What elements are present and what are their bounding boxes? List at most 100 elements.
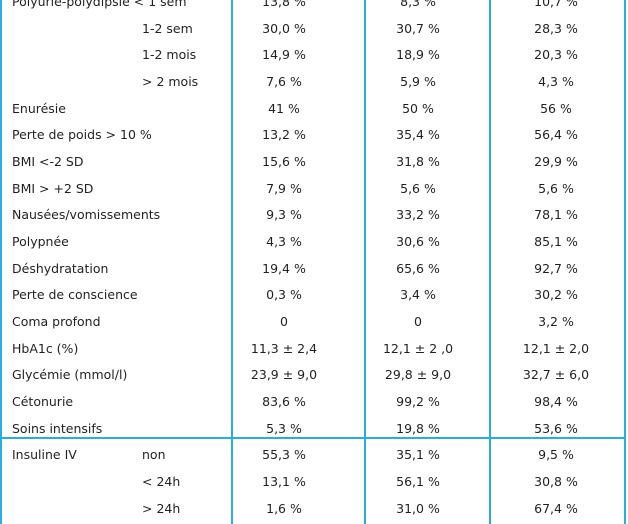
row-label: Cétonurie [12, 394, 74, 410]
table-row: Nausées/vomissements 9,3 % 33,2 % 78,1 % [0, 202, 626, 229]
row-sublabel: 1-2 mois [142, 47, 197, 63]
row-label: Glycémie (mmol/l) [12, 367, 128, 383]
row-label: Nausées/vomissements [12, 207, 161, 223]
value-col-1: 7,6 % [266, 74, 302, 90]
value-col-1: 41 % [268, 101, 300, 117]
value-col-3: 78,1 % [534, 207, 578, 223]
table-row: Perte de poids > 10 % 13,2 % 35,4 % 56,4 % [0, 122, 626, 149]
value-col-3: 56,4 % [534, 127, 578, 143]
table-row: BMI <-2 SD 15,6 % 31,8 % 29,9 % [0, 149, 626, 176]
value-col-2: 56,1 % [396, 474, 440, 490]
value-col-2: 0 [414, 314, 422, 330]
table-row: < 24h 13,1 % 56,1 % 30,8 % [0, 469, 626, 496]
row-label: Enurésie [12, 101, 66, 117]
table-row: 1-2 sem 30,0 % 30,7 % 28,3 % [0, 16, 626, 43]
value-col-1: 14,9 % [262, 47, 306, 63]
column-divider-1 [231, 0, 233, 524]
value-col-2: 50 % [402, 101, 434, 117]
row-label: BMI <-2 SD [12, 154, 84, 170]
value-col-3: 10,7 % [534, 0, 578, 10]
row-label: Perte de poids > 10 % [12, 127, 152, 143]
row-label: Polyurie-polydipsie < 1 sem [12, 0, 187, 10]
value-col-1: 83,6 % [262, 394, 306, 410]
column-divider-2 [364, 0, 366, 524]
value-col-2: 65,6 % [396, 261, 440, 277]
value-col-1: 5,3 % [266, 421, 302, 437]
value-col-3: 85,1 % [534, 234, 578, 250]
value-col-3: 29,9 % [534, 154, 578, 170]
row-label: Soins intensifs [12, 421, 103, 437]
value-col-2: 12,1 ± 2 ,0 [382, 341, 454, 357]
value-col-3: 30,2 % [534, 287, 578, 303]
value-col-2: 30,7 % [396, 21, 440, 37]
value-col-2: 5,6 % [400, 181, 436, 197]
row-label: Déshydratation [12, 261, 109, 277]
value-col-2: 18,9 % [396, 47, 440, 63]
table-row: 1-2 mois 14,9 % 18,9 % 20,3 % [0, 42, 626, 69]
row-label: Coma profond [12, 314, 101, 330]
table-row: Glycémie (mmol/l) 23,9 ± 9,0 29,8 ± 9,0 32,… [0, 362, 626, 389]
row-sublabel: non [142, 447, 166, 463]
row-sublabel: < 24h [142, 474, 181, 490]
value-col-3: 53,6 % [534, 421, 578, 437]
value-col-3: 5,6 % [538, 181, 574, 197]
row-sublabel: > 24h [142, 501, 181, 517]
value-col-3: 56 % [540, 101, 572, 117]
value-col-3: 4,3 % [538, 74, 574, 90]
value-col-1: 1,6 % [266, 501, 302, 517]
table-row: > 2 mois 7,6 % 5,9 % 4,3 % [0, 69, 626, 96]
row-label: Polypnée [12, 234, 69, 250]
value-col-1: 30,0 % [262, 21, 306, 37]
value-col-1: 9,3 % [266, 207, 302, 223]
row-label: BMI > +2 SD [12, 181, 94, 197]
section-divider [0, 437, 626, 439]
value-col-3: 9,5 % [538, 447, 574, 463]
row-label: HbA1c (%) [12, 341, 79, 357]
value-col-2: 8,3 % [400, 0, 436, 10]
value-col-1: 4,3 % [266, 234, 302, 250]
table-row: Enurésie 41 % 50 % 56 % [0, 96, 626, 123]
value-col-2: 33,2 % [396, 207, 440, 223]
table-row: Insuline IV non 55,3 % 35,1 % 9,5 % [0, 442, 626, 469]
value-col-2: 35,4 % [396, 127, 440, 143]
value-col-2: 19,8 % [396, 421, 440, 437]
value-col-2: 5,9 % [400, 74, 436, 90]
value-col-1: 23,9 ± 9,0 [250, 367, 318, 383]
row-sublabel: 1-2 sem [142, 21, 193, 37]
table-row: BMI > +2 SD 7,9 % 5,6 % 5,6 % [0, 176, 626, 203]
value-col-2: 30,6 % [396, 234, 440, 250]
value-col-2: 99,2 % [396, 394, 440, 410]
value-col-3: 30,8 % [534, 474, 578, 490]
table-row: Polyurie-polydipsie < 1 sem 13,8 % 8,3 % 10… [0, 0, 626, 16]
value-col-1: 19,4 % [262, 261, 306, 277]
value-col-1: 15,6 % [262, 154, 306, 170]
table-row: HbA1c (%) 11,3 ± 2,4 12,1 ± 2 ,0 12,1 ± 2,0 [0, 336, 626, 363]
value-col-1: 11,3 ± 2,4 [250, 341, 318, 357]
value-col-2: 29,8 ± 9,0 [384, 367, 452, 383]
value-col-3: 32,7 ± 6,0 [522, 367, 590, 383]
value-col-1: 55,3 % [262, 447, 306, 463]
table-row: Déshydratation 19,4 % 65,6 % 92,7 % [0, 256, 626, 283]
value-col-1: 13,8 % [262, 0, 306, 10]
value-col-2: 3,4 % [400, 287, 436, 303]
table-row: Soins intensifs 5,3 % 19,8 % 53,6 % [0, 416, 626, 443]
value-col-1: 13,2 % [262, 127, 306, 143]
row-label: Insuline IV [12, 447, 77, 463]
value-col-1: 0 [280, 314, 288, 330]
value-col-1: 13,1 % [262, 474, 306, 490]
value-col-3: 98,4 % [534, 394, 578, 410]
value-col-3: 67,4 % [534, 501, 578, 517]
value-col-3: 20,3 % [534, 47, 578, 63]
value-col-1: 7,9 % [266, 181, 302, 197]
table-row: Perte de conscience 0,3 % 3,4 % 30,2 % [0, 282, 626, 309]
table-row: Polypnée 4,3 % 30,6 % 85,1 % [0, 229, 626, 256]
value-col-3: 12,1 ± 2,0 [522, 341, 590, 357]
row-label: Perte de conscience [12, 287, 138, 303]
value-col-3: 28,3 % [534, 21, 578, 37]
value-col-2: 31,8 % [396, 154, 440, 170]
column-divider-3 [489, 0, 491, 524]
table-row: Cétonurie 83,6 % 99,2 % 98,4 % [0, 389, 626, 416]
value-col-2: 31,0 % [396, 501, 440, 517]
value-col-1: 0,3 % [266, 287, 302, 303]
